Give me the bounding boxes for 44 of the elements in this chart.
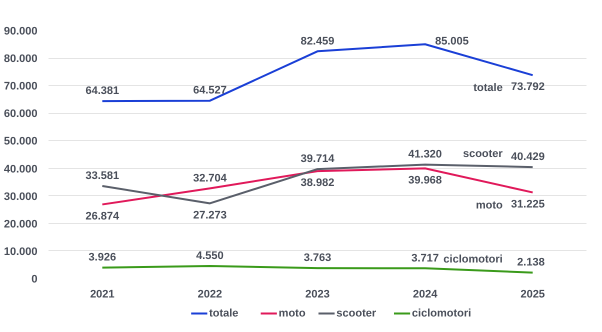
legend-label: totale bbox=[209, 308, 238, 320]
y-tick-label: 30.000 bbox=[4, 190, 38, 203]
legend-label: scooter bbox=[336, 308, 377, 320]
data-label: 4.550 bbox=[196, 250, 224, 262]
x-tick-label: 2023 bbox=[305, 288, 330, 300]
data-label: 64.381 bbox=[85, 85, 120, 98]
data-label: 27.273 bbox=[193, 209, 227, 222]
y-tick-label: 60.000 bbox=[4, 108, 38, 120]
data-label: 3.717 bbox=[411, 252, 439, 264]
data-label: 39.968 bbox=[408, 174, 442, 186]
data-label: 26.874 bbox=[85, 210, 120, 222]
x-tick-label: 2021 bbox=[90, 288, 115, 300]
y-tick-label: 90.000 bbox=[4, 26, 38, 38]
y-tick-label: 50.000 bbox=[4, 136, 38, 148]
x-tick-label: 2022 bbox=[198, 288, 222, 300]
data-label: 85.005 bbox=[435, 35, 469, 48]
data-label: 73.792 bbox=[511, 81, 545, 94]
data-label: 31.225 bbox=[511, 198, 545, 210]
data-label: 38.982 bbox=[300, 177, 334, 190]
text: moto bbox=[476, 199, 503, 212]
x-tick-label: 2024 bbox=[412, 288, 438, 300]
y-tick-label: 10.000 bbox=[4, 246, 38, 258]
y-tick-label: 0 bbox=[31, 274, 38, 286]
line-series bbox=[101, 264, 534, 274]
text: ciclomotori bbox=[443, 254, 503, 266]
y-tick-label: 70.000 bbox=[4, 80, 38, 93]
text: totale bbox=[473, 82, 503, 94]
data-label: 32.704 bbox=[193, 172, 228, 184]
x-tick-label: 2025 bbox=[520, 288, 545, 300]
data-label: 64.527 bbox=[193, 84, 227, 97]
y-tick-label: 40.000 bbox=[4, 163, 38, 176]
data-label: 2.138 bbox=[517, 256, 545, 269]
data-label: 39.714 bbox=[300, 153, 336, 166]
data-label: 41.320 bbox=[408, 148, 442, 161]
legend-label: moto bbox=[278, 308, 306, 320]
data-label: 40.429 bbox=[511, 151, 545, 164]
y-tick-label: 20.000 bbox=[4, 218, 38, 230]
y-tick-label: 80.000 bbox=[4, 53, 38, 66]
data-label: 33.581 bbox=[85, 170, 120, 182]
legend-label: ciclomotori bbox=[412, 308, 472, 320]
data-label: 82.459 bbox=[300, 35, 334, 48]
text: scooter bbox=[462, 148, 503, 160]
data-label: 3.763 bbox=[304, 252, 332, 264]
data-label: 3.926 bbox=[88, 252, 116, 264]
